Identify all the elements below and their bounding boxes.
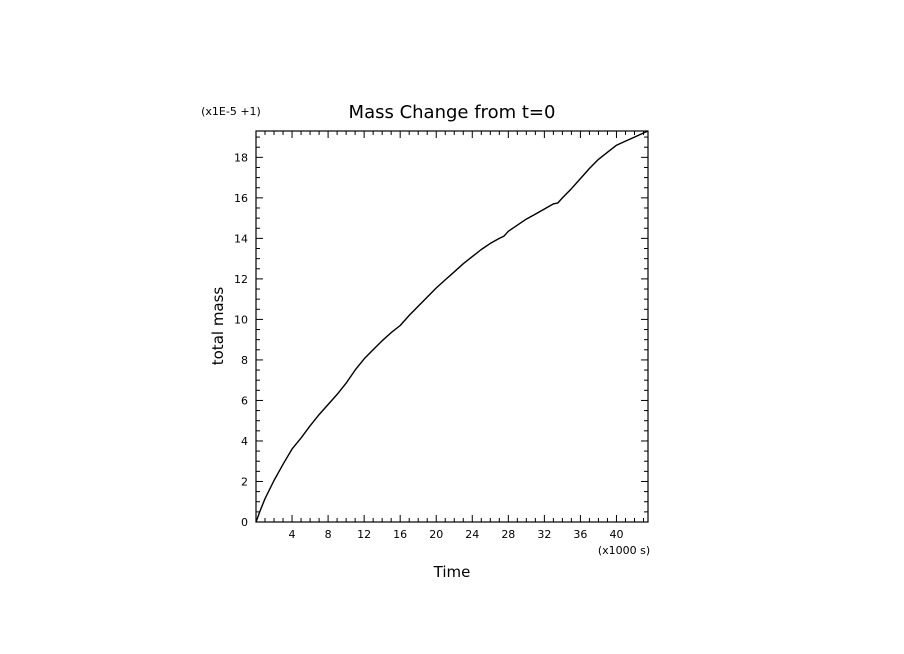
- x-tick-label: 28: [501, 528, 515, 541]
- x-tick-label: 4: [289, 528, 296, 541]
- x-tick-label: 20: [429, 528, 443, 541]
- plot-frame: [255, 130, 649, 523]
- series-layer: [255, 130, 649, 523]
- x-tick-label: 16: [393, 528, 407, 541]
- x-tick-label: 24: [465, 528, 479, 541]
- chart-title: Mass Change from t=0: [349, 102, 556, 123]
- y-multiplier-label: (x1E-5 +1): [201, 105, 261, 118]
- y-tick-label: 0: [241, 516, 248, 529]
- x-tick-label: 36: [573, 528, 587, 541]
- y-tick-label: 12: [234, 273, 248, 286]
- series-line-0: [255, 130, 649, 523]
- y-tick-label: 4: [241, 435, 248, 448]
- y-tick-label: 18: [234, 151, 248, 164]
- y-tick-label: 16: [234, 192, 248, 205]
- y-tick-label: 10: [234, 313, 248, 326]
- axis-ticks: [255, 131, 648, 523]
- x-tick-label: 40: [609, 528, 623, 541]
- x-tick-label: 8: [325, 528, 332, 541]
- y-tick-label: 2: [241, 475, 248, 488]
- y-tick-label: 6: [241, 394, 248, 407]
- x-tick-label: 32: [537, 528, 551, 541]
- x-axis-label: Time: [433, 563, 471, 581]
- x-multiplier-label: (x1000 s): [598, 544, 650, 557]
- y-axis-label: total mass: [209, 287, 227, 366]
- y-tick-label: 14: [234, 232, 248, 245]
- y-tick-label: 8: [241, 354, 248, 367]
- x-tick-label: 12: [357, 528, 371, 541]
